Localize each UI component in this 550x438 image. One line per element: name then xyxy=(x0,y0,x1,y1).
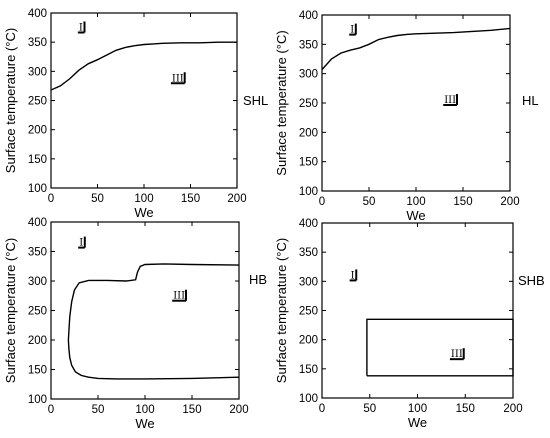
boundary-curve xyxy=(50,41,237,91)
x-tick-label: 50 xyxy=(91,193,104,205)
y-tick-label: 200 xyxy=(28,335,47,347)
x-axis-label: We xyxy=(135,416,154,431)
region-marker: I xyxy=(349,269,358,282)
x-tick-label: 150 xyxy=(453,196,472,208)
plot-frame xyxy=(321,222,514,399)
y-tick-label: 100 xyxy=(299,186,318,198)
region-marker: I xyxy=(349,23,357,36)
y-tick-label: 200 xyxy=(299,335,318,347)
y-tick-label: 150 xyxy=(28,365,47,377)
x-tick-label: 0 xyxy=(319,403,325,415)
region-marker: III xyxy=(449,348,465,361)
y-tick-label: 300 xyxy=(299,69,318,81)
regime-label: HB xyxy=(249,272,267,287)
region-numeral: III xyxy=(172,73,184,84)
y-tick-label: 400 xyxy=(28,8,47,20)
x-tick-label: 50 xyxy=(363,403,376,415)
y-tick-label: 250 xyxy=(299,306,318,318)
y-tick-label: 400 xyxy=(299,10,318,22)
x-tick-label: 50 xyxy=(363,196,376,208)
x-tick-label: 100 xyxy=(408,403,427,415)
region-numeral: III xyxy=(444,95,456,106)
region-numeral: III xyxy=(173,291,185,302)
y-tick-label: 250 xyxy=(299,98,318,110)
region-numeral: I xyxy=(351,270,355,281)
x-axis-label: We xyxy=(134,205,153,220)
x-tick-label: 150 xyxy=(456,403,475,415)
y-tick-label: 100 xyxy=(299,393,318,405)
y-tick-label: 400 xyxy=(299,218,318,230)
y-axis-label: Surface temperature (°C) xyxy=(274,238,289,383)
chart-panel-hb: 0 50 100 150 200 100 150 200 250 300 350 400 We Surfa… xyxy=(3,217,267,431)
y-tick-label: 250 xyxy=(28,96,47,108)
chart-panel-shb: 0 50 100 150 200 100 150 200 250 300 350 400 We Surfa… xyxy=(274,218,545,430)
chart-panel-shl: 0 50 100 150 200 100 150 200 250 300 350 400 We Surfa… xyxy=(3,8,268,220)
x-tick-label: 100 xyxy=(134,193,153,205)
x-axis-label: We xyxy=(406,208,425,223)
x-tick-label: 150 xyxy=(182,404,201,416)
y-tick-label: 350 xyxy=(28,247,47,259)
y-axis-label: Surface temperature (°C) xyxy=(3,28,18,173)
region-marker: III xyxy=(443,94,458,106)
regime-label: SHL xyxy=(243,93,268,108)
region-numeral: I xyxy=(79,23,83,34)
plot-frame xyxy=(50,12,238,189)
y-tick-label: 250 xyxy=(28,306,47,318)
y-tick-label: 200 xyxy=(299,127,318,139)
x-tick-label: 0 xyxy=(48,193,54,205)
y-tick-label: 150 xyxy=(299,364,318,376)
x-tick-label: 0 xyxy=(319,196,325,208)
y-tick-label: 300 xyxy=(28,66,47,78)
region-numeral: III xyxy=(451,349,463,360)
y-tick-label: 150 xyxy=(299,157,318,169)
x-axis-label: We xyxy=(408,415,427,430)
y-axis-label: Surface temperature (°C) xyxy=(3,238,18,383)
x-tick-label: 100 xyxy=(406,196,425,208)
boundary-curve xyxy=(67,263,240,380)
x-tick-label: 150 xyxy=(181,193,200,205)
plot-frame xyxy=(321,14,511,192)
x-tick-label: 200 xyxy=(503,403,522,415)
y-tick-label: 300 xyxy=(299,276,318,288)
y-tick-label: 400 xyxy=(28,217,47,229)
y-axis-label: Surface temperature (°C) xyxy=(274,30,289,175)
y-tick-label: 100 xyxy=(28,183,47,195)
y-tick-label: 350 xyxy=(299,39,318,51)
y-tick-label: 300 xyxy=(28,276,47,288)
region-marker: III xyxy=(170,72,186,85)
x-tick-label: 50 xyxy=(92,404,105,416)
y-tick-label: 350 xyxy=(299,247,318,259)
x-tick-label: 0 xyxy=(48,404,54,416)
regime-label: SHB xyxy=(518,273,545,288)
x-tick-label: 200 xyxy=(227,193,246,205)
y-tick-label: 100 xyxy=(28,394,47,406)
region-marker: III xyxy=(172,289,187,302)
boundary-curve xyxy=(321,27,511,71)
region-marker: I xyxy=(77,21,86,34)
x-tick-label: 100 xyxy=(135,404,154,416)
x-tick-label: 200 xyxy=(500,196,519,208)
y-tick-label: 150 xyxy=(28,154,47,166)
region-marker: I xyxy=(78,236,86,249)
x-tick-label: 200 xyxy=(229,404,248,416)
region-numeral: I xyxy=(350,25,354,36)
boundary-curve xyxy=(366,318,514,377)
region-numeral: I xyxy=(79,238,83,249)
regime-label: HL xyxy=(522,93,539,108)
y-tick-label: 200 xyxy=(28,125,47,137)
y-tick-label: 350 xyxy=(28,37,47,49)
chart-panel-hl: 0 50 100 150 200 100 150 200 250 300 350 400 We Surfa… xyxy=(274,10,539,223)
